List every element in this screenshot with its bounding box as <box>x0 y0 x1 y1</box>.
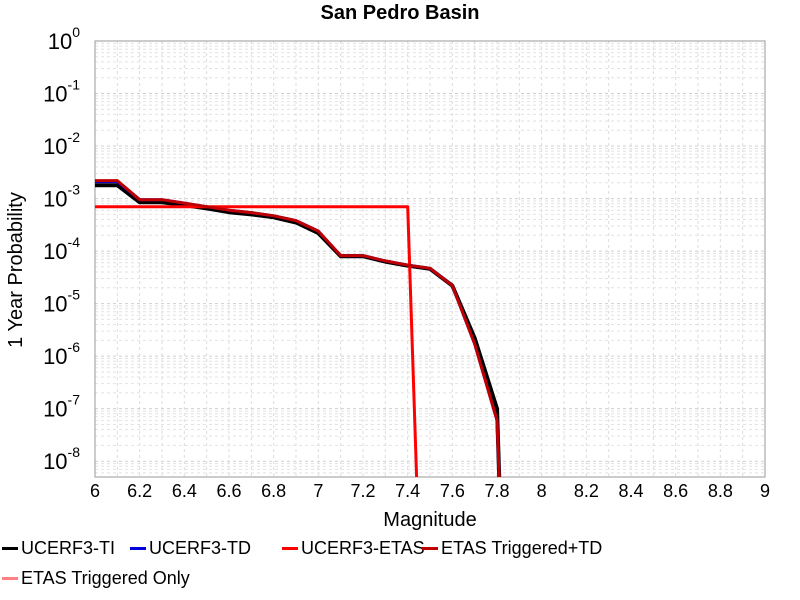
y-tick-label: 10-6 <box>43 339 80 369</box>
x-axis-ticks: 6 6.2 6.4 6.6 6.8 7 7.2 7.4 7.6 7.8 8 8.2 8.4 8.6 8.8 9 <box>90 481 770 501</box>
x-tick-label: 8 <box>537 481 547 501</box>
x-tick-label: 7 <box>313 481 323 501</box>
series-layer <box>95 179 502 478</box>
y-axis-label: 1 Year Probability <box>5 192 27 348</box>
grid <box>94 41 766 478</box>
y-tick-label: 10-7 <box>43 392 80 422</box>
y-tick-label: 10-1 <box>43 77 80 107</box>
x-tick-label: 7.8 <box>484 481 509 501</box>
legend-label: UCERF3-TD <box>149 537 251 558</box>
y-tick-label: 10-4 <box>43 234 80 264</box>
x-axis-label: Magnitude <box>383 509 476 531</box>
legend-swatch <box>2 576 18 580</box>
x-tick-label: 6.2 <box>127 481 152 501</box>
legend-swatch <box>2 546 18 550</box>
y-axis-ticks: 100 10-1 10-2 10-3 10-4 10-5 10-6 10-7 10-8 <box>43 24 80 474</box>
x-tick-label: 7.2 <box>350 481 375 501</box>
legend-item: UCERF3-TI <box>0 537 115 559</box>
legend-label: UCERF3-TI <box>21 537 115 558</box>
series-line-etas-triggered-td <box>95 179 501 478</box>
x-tick-label: 8.2 <box>574 481 599 501</box>
x-tick-label: 6 <box>90 481 100 501</box>
x-tick-label: 6.4 <box>172 481 197 501</box>
legend-swatch <box>130 546 146 550</box>
x-tick-label: 6.6 <box>216 481 241 501</box>
legend-label: UCERF3-ETAS <box>301 537 425 558</box>
legend-item: ETAS Triggered+TD <box>420 537 602 559</box>
y-tick-label: 10-8 <box>43 444 80 474</box>
x-tick-label: 9 <box>760 481 770 501</box>
x-tick-label: 8.6 <box>663 481 688 501</box>
x-tick-label: 8.8 <box>708 481 733 501</box>
legend-item: ETAS Triggered Only <box>0 567 190 589</box>
x-tick-label: 6.8 <box>261 481 286 501</box>
y-tick-label: 10-2 <box>43 129 80 159</box>
y-tick-label: 10-5 <box>43 287 80 317</box>
x-tick-label: 8.4 <box>618 481 643 501</box>
x-tick-label: 7.6 <box>440 481 465 501</box>
legend-item: UCERF3-TD <box>128 537 251 559</box>
chart-title: San Pedro Basin <box>321 2 480 24</box>
plot-area <box>94 40 766 478</box>
legend-swatch <box>282 546 298 550</box>
legend-swatch <box>422 546 438 550</box>
legend-label: ETAS Triggered Only <box>21 567 190 588</box>
y-tick-label: 10-3 <box>43 182 80 212</box>
legend-item: UCERF3-ETAS <box>280 537 425 559</box>
legend-label: ETAS Triggered+TD <box>441 537 603 558</box>
y-tick-label: 100 <box>48 24 80 54</box>
x-tick-label: 7.4 <box>395 481 420 501</box>
